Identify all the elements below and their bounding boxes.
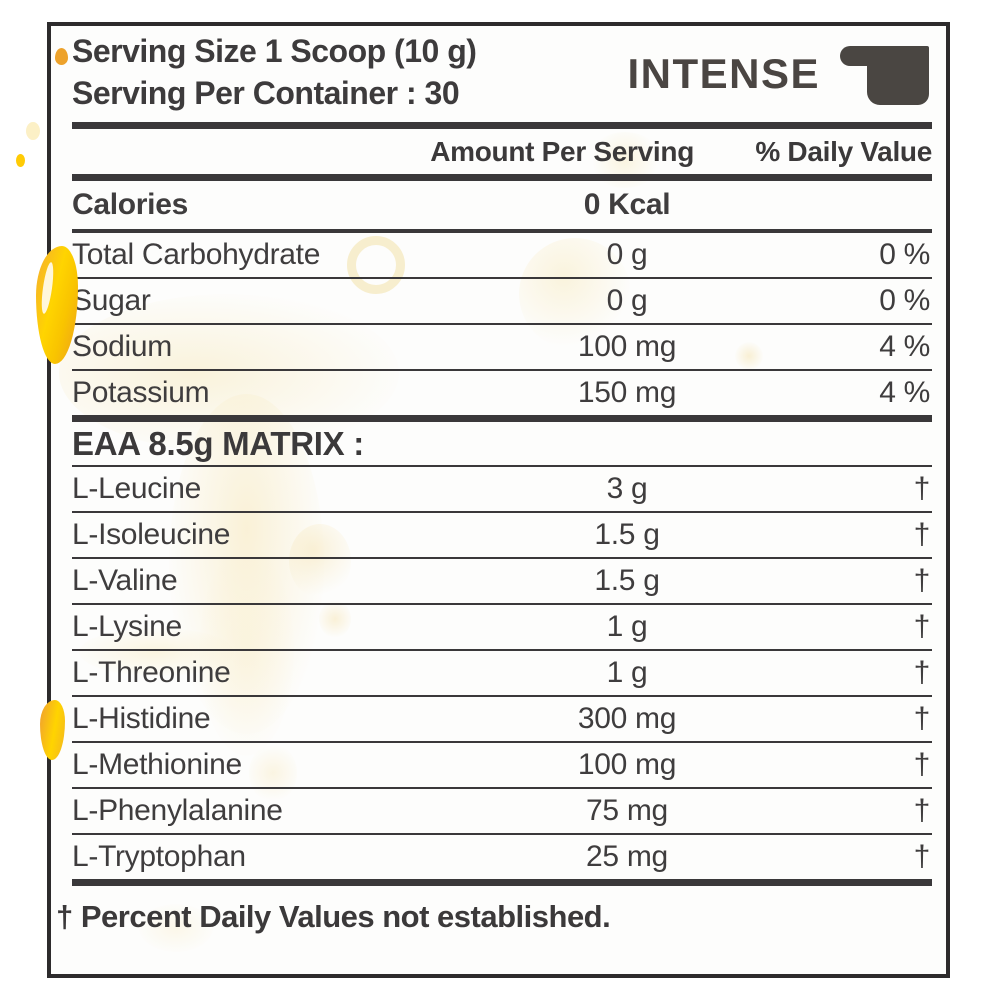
dagger-mark: † [913, 518, 931, 551]
divider [72, 787, 932, 789]
divider [72, 415, 932, 422]
nutrient-amount: 150 mg [577, 376, 677, 409]
amino-amount: 100 mg [577, 748, 677, 781]
divider [72, 649, 932, 651]
nutrient-amount: 0 Kcal [583, 188, 671, 221]
table-row: L-Leucine 3 g † [72, 467, 932, 511]
divider [72, 879, 932, 886]
brand-name: INTENSE [627, 50, 820, 97]
scoop-cup-icon [867, 46, 929, 105]
amino-amount: 1 g [606, 610, 648, 643]
divider [72, 511, 932, 513]
table-row: L-Tryptophan 25 mg † [72, 835, 932, 879]
table-header-row: Amount Per Serving % Daily Value [72, 129, 932, 174]
table-row: L-Lysine 1 g † [72, 605, 932, 649]
divider [72, 122, 932, 129]
amino-amount: 25 mg [586, 840, 668, 873]
serving-info: Serving Size 1 Scoop (10 g) Serving Per … [72, 30, 477, 114]
table-row-calories: Calories 0 Kcal [72, 181, 932, 229]
nutrient-name: Total Carbohydrate [72, 238, 321, 271]
divider [72, 557, 932, 559]
juice-drop-icon [26, 122, 40, 140]
amino-name: L-Leucine [72, 472, 202, 505]
table-row: L-Threonine 1 g † [72, 651, 932, 695]
amino-name: L-Threonine [72, 656, 231, 689]
dagger-mark: † [913, 656, 931, 689]
amino-name: L-Tryptophan [72, 840, 246, 873]
divider [72, 277, 932, 279]
divider [72, 603, 932, 605]
amino-name: L-Lysine [72, 610, 182, 643]
dagger-mark: † [913, 840, 931, 873]
nutrient-name: Sodium [72, 330, 172, 363]
divider [72, 465, 932, 467]
matrix-section-header: EAA 8.5g MATRIX : [72, 424, 364, 462]
amino-name: L-Histidine [72, 702, 211, 735]
juice-drop-icon [16, 154, 25, 167]
servings-per-container-text: Serving Per Container : 30 [72, 75, 460, 111]
serving-size-text: Serving Size 1 Scoop (10 g) [72, 33, 477, 69]
nutrient-amount: 0 g [606, 284, 648, 317]
column-header-daily-value: % Daily Value [755, 135, 932, 167]
dagger-mark: † [913, 702, 931, 735]
label-header: Serving Size 1 Scoop (10 g) Serving Per … [72, 30, 932, 114]
divider [72, 229, 932, 233]
nutrient-daily-value: 4 % [879, 330, 930, 363]
amino-amount: 1.5 g [594, 518, 660, 551]
amino-amount: 1 g [606, 656, 648, 689]
table-row: L-Valine 1.5 g † [72, 559, 932, 603]
table-row: Sugar 0 g 0 % [72, 279, 932, 323]
divider [72, 369, 932, 371]
dagger-mark: † [913, 472, 931, 505]
nutrient-name: Sugar [72, 284, 151, 317]
amino-amount: 300 mg [577, 702, 677, 735]
nutrient-daily-value: 0 % [879, 238, 930, 271]
nutrient-amount: 0 g [606, 238, 648, 271]
dagger-mark: † [913, 794, 931, 827]
nutrient-daily-value: 0 % [879, 284, 930, 317]
amino-amount: 3 g [606, 472, 648, 505]
nutrient-name: Calories [72, 188, 188, 221]
table-row: L-Phenylalanine 75 mg † [72, 789, 932, 833]
daily-value-footnote: † Percent Daily Values not established. [56, 899, 611, 934]
scoop-icon [840, 46, 930, 106]
table-row: Potassium 150 mg 4 % [72, 371, 932, 415]
column-header-amount: Amount Per Serving [430, 135, 694, 167]
divider [72, 174, 932, 181]
divider [72, 741, 932, 743]
divider [72, 323, 932, 325]
dagger-mark: † [913, 748, 931, 781]
amino-amount: 75 mg [586, 794, 668, 827]
amino-name: L-Valine [72, 564, 178, 597]
nutrition-label: Serving Size 1 Scoop (10 g) Serving Per … [47, 22, 950, 978]
dagger-mark: † [913, 610, 931, 643]
table-row: Sodium 100 mg 4 % [72, 325, 932, 369]
dagger-mark: † [913, 564, 931, 597]
amino-amount: 1.5 g [594, 564, 660, 597]
amino-name: L-Isoleucine [72, 518, 231, 551]
table-row: Total Carbohydrate 0 g 0 % [72, 233, 932, 277]
amino-name: L-Phenylalanine [72, 794, 283, 827]
nutrient-amount: 100 mg [577, 330, 677, 363]
brand-block: INTENSE [627, 46, 930, 114]
divider [72, 695, 932, 697]
table-row: L-Histidine 300 mg † [72, 697, 932, 741]
nutrient-name: Potassium [72, 376, 210, 409]
amino-name: L-Methionine [72, 748, 242, 781]
divider [72, 833, 932, 835]
table-row: L-Isoleucine 1.5 g † [72, 513, 932, 557]
nutrient-daily-value: 4 % [879, 376, 930, 409]
table-row: L-Methionine 100 mg † [72, 743, 932, 787]
